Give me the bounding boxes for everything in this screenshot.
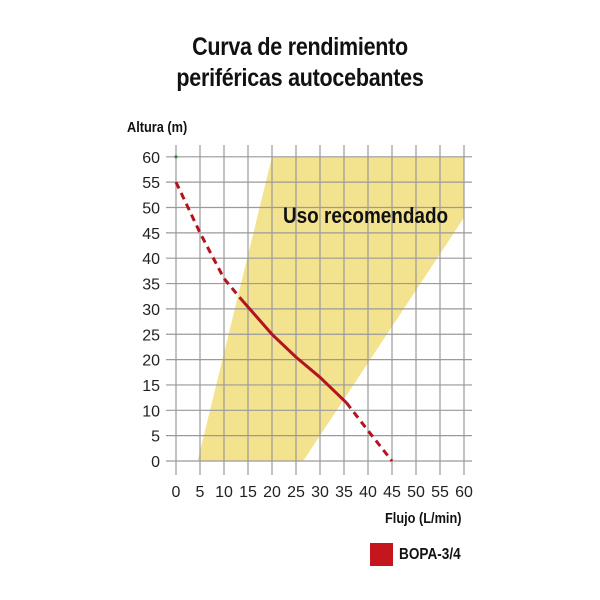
y-axis-label: Altura (m) — [127, 119, 188, 136]
y-tick-label: 50 — [142, 201, 160, 218]
curve-dashed-start — [174, 181, 242, 300]
y-tick-label: 0 — [151, 454, 160, 471]
legend-label: BOPA-3/4 — [399, 545, 461, 563]
x-tick-label: 60 — [455, 484, 473, 501]
curve-solid — [239, 297, 348, 404]
x-axis-label: Flujo (L/min) — [385, 510, 462, 527]
x-tick-label: 25 — [287, 484, 305, 501]
y-tick-label: 15 — [142, 378, 160, 395]
recommended-region-label: Uso recomendado — [283, 203, 449, 228]
x-tick-label: 55 — [431, 484, 449, 501]
y-tick-label: 30 — [142, 302, 160, 319]
x-tick-label: 15 — [239, 484, 257, 501]
x-tick-label: 40 — [359, 484, 377, 501]
x-tick-label: 35 — [335, 484, 353, 501]
y-tick-label: 45 — [142, 226, 160, 243]
y-tick-label: 25 — [142, 327, 160, 344]
y-tick-label: 35 — [142, 277, 160, 294]
legend-swatch — [370, 543, 393, 566]
y-tick-label: 60 — [142, 150, 160, 167]
x-tick-label: 50 — [407, 484, 425, 501]
origin-marker — [174, 155, 178, 159]
y-tick-label: 20 — [142, 353, 160, 370]
x-tick-label: 45 — [383, 484, 401, 501]
y-tick-label: 40 — [142, 251, 160, 268]
chart-title-line2: periféricas autocebantes — [176, 64, 424, 92]
curve-dashed-end — [345, 401, 394, 462]
x-tick-label: 5 — [196, 484, 205, 501]
legend: BOPA-3/4 — [370, 543, 472, 566]
y-tick-label: 55 — [142, 175, 160, 192]
x-tick-label: 20 — [263, 484, 281, 501]
x-tick-label: 10 — [215, 484, 233, 501]
x-tick-label: 30 — [311, 484, 329, 501]
y-tick-label: 10 — [142, 403, 160, 420]
chart-title-line1: Curva de rendimiento — [192, 33, 408, 61]
x-tick-label: 0 — [172, 484, 181, 501]
y-tick-label: 5 — [151, 429, 160, 446]
